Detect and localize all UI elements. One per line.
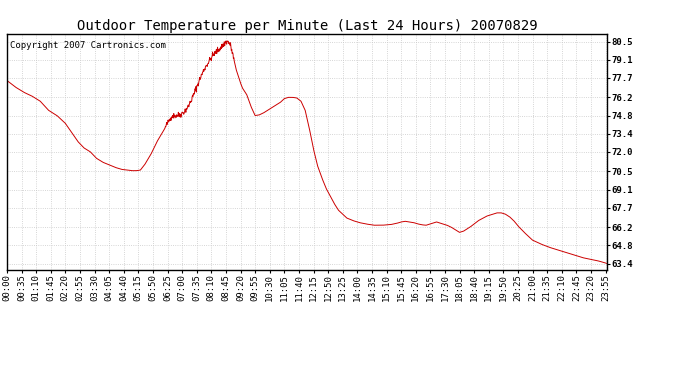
Title: Outdoor Temperature per Minute (Last 24 Hours) 20070829: Outdoor Temperature per Minute (Last 24 … [77, 19, 538, 33]
Text: Copyright 2007 Cartronics.com: Copyright 2007 Cartronics.com [10, 41, 166, 50]
